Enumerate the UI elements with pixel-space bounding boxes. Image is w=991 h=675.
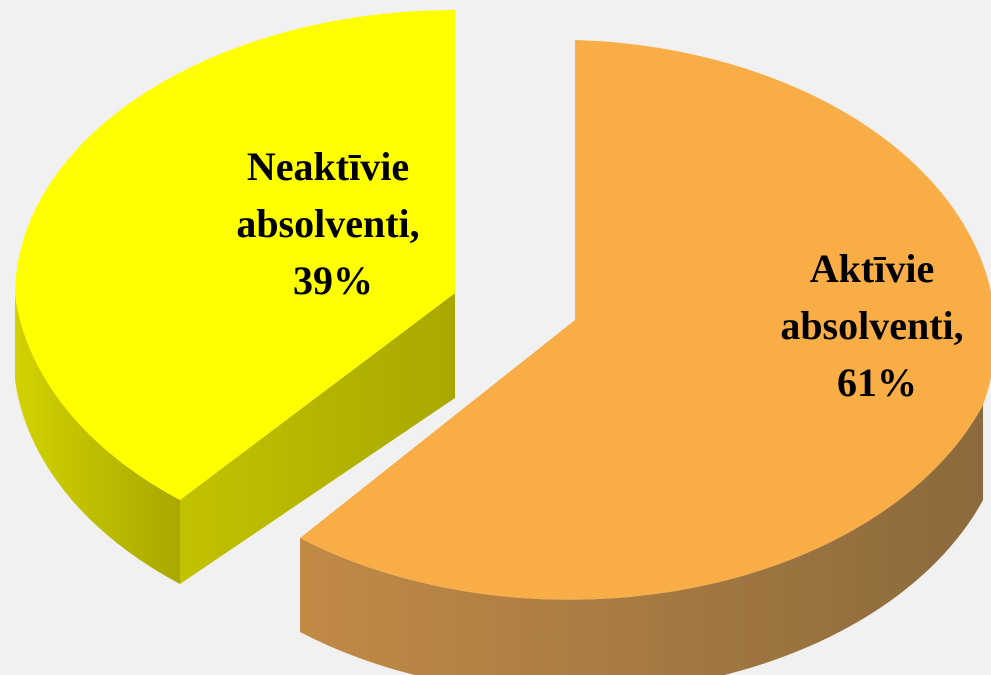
label-neaktivie-line-1: Neaktīvie [247, 144, 409, 189]
pie-slice-neaktivie [15, 10, 455, 584]
label-neaktivie-line-2: absolventi, [236, 201, 419, 246]
pie-slice-aktivie-side [300, 405, 983, 675]
pie-slice-neaktivie-top [15, 10, 455, 500]
pie-slice-aktivie [300, 40, 991, 675]
label-aktivie: Aktīvie absolventi, 61% [780, 246, 973, 405]
label-neaktivie: Neaktīvie absolventi, 39% [236, 144, 429, 303]
label-aktivie-line-2: absolventi, [780, 303, 963, 348]
pie-slice-neaktivie-side-outer [15, 295, 180, 584]
label-aktivie-line-1: Aktīvie [810, 246, 934, 291]
pie-slice-neaktivie-side [15, 290, 455, 584]
label-aktivie-line-3: 61% [837, 360, 917, 405]
pie-slice-aktivie-top [300, 40, 991, 600]
label-neaktivie-line-3: 39% [293, 258, 373, 303]
